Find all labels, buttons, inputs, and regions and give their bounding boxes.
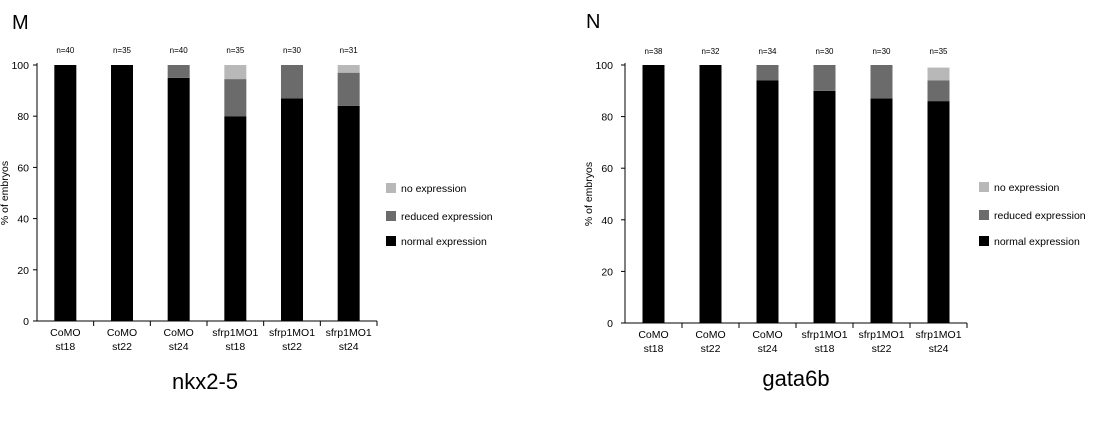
x-tick-label: st24 [758, 343, 778, 355]
bar-normal-expression [167, 77, 190, 321]
n-label: n=35 [929, 47, 948, 56]
y-tick-label: 60 [17, 162, 29, 174]
n-label: n=40 [56, 46, 75, 55]
x-tick-label: CoMO [752, 329, 782, 341]
bar-normal-expression [927, 101, 950, 324]
bar-normal-expression [337, 105, 360, 322]
chart-panel-m: M % of embryos 0 20 40 60 80 100 n=40 CoMO st18 n=3… [0, 12, 493, 394]
chart-title: gata6b [762, 366, 829, 391]
y-tick-label: 100 [595, 60, 613, 72]
legend-swatch-reduced-expression [386, 211, 396, 221]
y-tick-label: 0 [607, 318, 613, 330]
chart-panel-n: N % of embryos 0 20 40 60 80 100 n=38 CoMO st18 n=3… [583, 11, 1086, 391]
x-tick-label: CoMO [50, 327, 80, 339]
bar-normal-expression [756, 80, 779, 323]
legend-label-reduced-expression: reduced expression [994, 210, 1086, 222]
x-tick-label: st18 [55, 341, 75, 353]
x-tick-label: sfrp1MO1 [858, 329, 904, 341]
n-label: n=30 [872, 47, 891, 56]
x-tick-label: st22 [112, 341, 132, 353]
n-label: n=30 [815, 47, 834, 56]
y-tick-label: 20 [601, 266, 613, 278]
bar-no-expression [927, 67, 950, 81]
x-tick-label: st22 [282, 341, 302, 353]
x-tick-label: CoMO [107, 327, 137, 339]
bar-normal-expression [224, 116, 247, 321]
n-label: n=40 [170, 46, 189, 55]
n-label: n=35 [226, 46, 245, 55]
y-tick-label: 0 [23, 316, 29, 328]
bar-normal-expression [642, 65, 665, 323]
y-axis-label: % of embryos [0, 161, 11, 225]
legend-label-reduced-expression: reduced expression [401, 211, 493, 223]
legend-swatch-reduced-expression [979, 210, 989, 220]
x-tick-label: sfrp1MO1 [801, 329, 847, 341]
x-tick-label: CoMO [163, 327, 193, 339]
y-axis-label: % of embryos [583, 162, 595, 226]
y-tick-label: 60 [601, 163, 613, 175]
bar-no-expression [224, 65, 247, 80]
bar-normal-expression [54, 65, 77, 321]
bar-reduced-expression [167, 65, 190, 78]
x-tick-label: st22 [872, 343, 892, 355]
x-tick-label: st24 [929, 343, 949, 355]
bar-reduced-expression [337, 72, 360, 106]
n-label: n=35 [113, 46, 132, 55]
panel-label: N [586, 11, 600, 33]
bar-reduced-expression [224, 79, 247, 117]
y-tick-label: 80 [17, 111, 29, 123]
bar-reduced-expression [813, 65, 836, 91]
x-tick-label: sfrp1MO1 [269, 327, 315, 339]
panel-label: M [12, 12, 29, 34]
chart-title: nkx2-5 [172, 369, 238, 394]
n-label: n=32 [701, 47, 720, 56]
legend-label-normal-expression: normal expression [994, 236, 1080, 248]
legend-label-no-expression: no expression [994, 182, 1060, 194]
y-tick-label: 100 [11, 60, 29, 72]
bar-normal-expression [813, 90, 836, 323]
legend-swatch-normal-expression [979, 236, 989, 246]
x-tick-label: sfrp1MO1 [326, 327, 372, 339]
legend-label-no-expression: no expression [401, 183, 467, 195]
bar-normal-expression [699, 65, 722, 323]
y-tick-label: 80 [601, 112, 613, 124]
n-label: n=34 [758, 47, 777, 56]
n-label: n=38 [644, 47, 663, 56]
x-tick-label: st18 [225, 341, 245, 353]
x-tick-label: st18 [815, 343, 835, 355]
legend-swatch-normal-expression [386, 236, 396, 246]
y-tick-label: 40 [17, 214, 29, 226]
n-label: n=30 [283, 46, 302, 55]
x-tick-label: sfrp1MO1 [212, 327, 258, 339]
bar-reduced-expression [870, 65, 893, 99]
x-tick-label: st22 [701, 343, 721, 355]
legend-label-normal-expression: normal expression [401, 236, 487, 248]
x-tick-label: st18 [644, 343, 664, 355]
y-tick-label: 20 [17, 265, 29, 277]
x-tick-label: st24 [339, 341, 359, 353]
legend-swatch-no-expression [386, 183, 396, 193]
bar-normal-expression [870, 98, 893, 323]
x-tick-label: CoMO [638, 329, 668, 341]
y-tick-label: 40 [601, 215, 613, 227]
bar-reduced-expression [927, 80, 950, 102]
x-tick-label: CoMO [695, 329, 725, 341]
n-label: n=31 [340, 46, 359, 55]
bar-no-expression [337, 65, 360, 73]
bar-reduced-expression [756, 65, 779, 81]
x-tick-label: st24 [169, 341, 189, 353]
bar-normal-expression [281, 98, 303, 321]
legend-swatch-no-expression [979, 182, 989, 192]
x-tick-label: sfrp1MO1 [915, 329, 961, 341]
bar-normal-expression [111, 65, 133, 321]
bar-reduced-expression [281, 65, 303, 99]
